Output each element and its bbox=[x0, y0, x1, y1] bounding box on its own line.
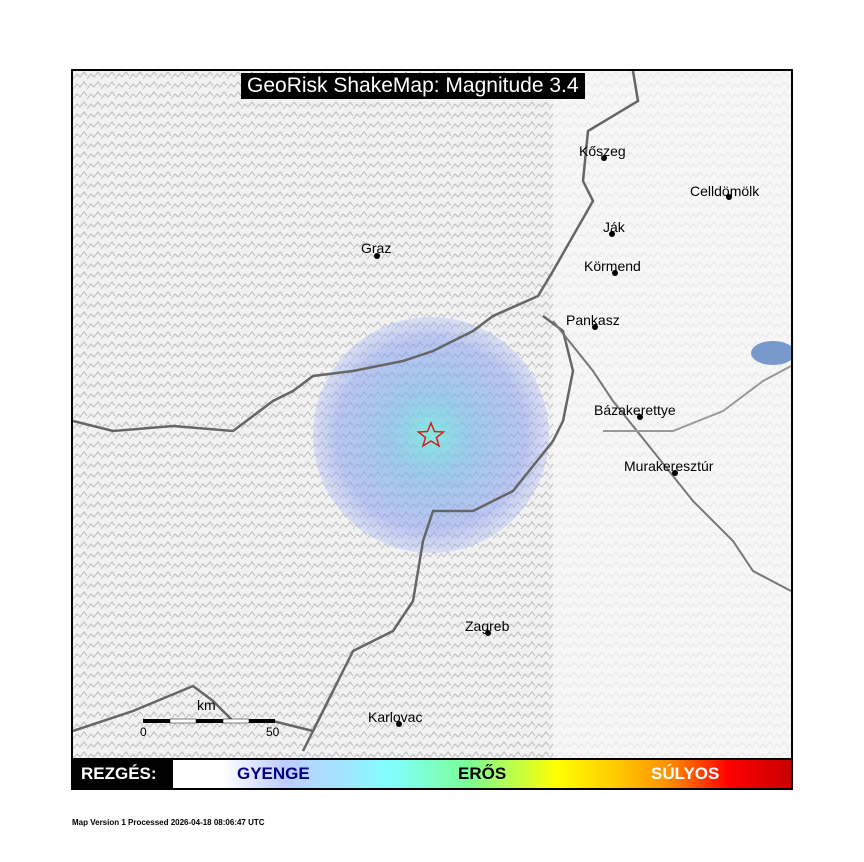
city-label: Kőszeg bbox=[579, 143, 626, 159]
city-label: Karlovac bbox=[368, 709, 423, 725]
city-label: Ják bbox=[603, 219, 625, 235]
scale-start: 0 bbox=[140, 725, 147, 739]
city-dot bbox=[612, 270, 618, 276]
city-dot bbox=[672, 470, 678, 476]
scale-bar bbox=[143, 718, 275, 724]
city-dot bbox=[609, 231, 615, 237]
plain-east bbox=[553, 71, 791, 761]
river-line bbox=[301, 315, 575, 752]
shaking-area bbox=[313, 317, 549, 553]
border-line bbox=[73, 71, 640, 433]
city-label: Zagreb bbox=[465, 618, 510, 634]
lake-balaton bbox=[751, 341, 791, 365]
city-dot bbox=[726, 194, 732, 200]
city-label: Murakeresztúr bbox=[624, 458, 714, 474]
river-line bbox=[552, 320, 791, 592]
city-dot bbox=[592, 324, 598, 330]
map-title: GeoRisk ShakeMap: Magnitude 3.4 bbox=[241, 73, 585, 99]
border-line bbox=[73, 684, 335, 733]
scale-end: 50 bbox=[266, 725, 280, 739]
city-dot bbox=[485, 630, 491, 636]
legend-label: REZGÉS: bbox=[73, 760, 173, 788]
epicenter-star-icon bbox=[416, 421, 446, 448]
legend-strong: ERŐS bbox=[458, 764, 507, 783]
city-dot bbox=[637, 414, 643, 420]
map-canvas bbox=[73, 71, 791, 761]
city-label: Pankasz bbox=[566, 312, 620, 328]
city-label: Graz bbox=[361, 240, 392, 256]
shakemap-frame: GeoRisk ShakeMap: Magnitude 3.4 Kőszeg C… bbox=[71, 69, 793, 790]
legend-weak: GYENGE bbox=[237, 764, 310, 783]
city-label: Bázakerettye bbox=[594, 402, 676, 418]
city-dot bbox=[396, 721, 402, 727]
intensity-legend: REZGÉS: GYENGE ERŐS SÚLYOS bbox=[73, 758, 791, 788]
processing-footer: Map Version 1 Processed 2026-04-18 08:06… bbox=[72, 818, 265, 827]
border-line bbox=[603, 365, 791, 432]
scale-unit: km bbox=[197, 697, 216, 713]
city-dot bbox=[601, 155, 607, 161]
city-label: Celldömölk bbox=[690, 183, 760, 199]
city-dot bbox=[374, 253, 380, 259]
legend-color-bar: GYENGE ERŐS SÚLYOS bbox=[173, 760, 791, 788]
legend-severe: SÚLYOS bbox=[651, 764, 720, 783]
city-label: Körmend bbox=[584, 258, 641, 274]
